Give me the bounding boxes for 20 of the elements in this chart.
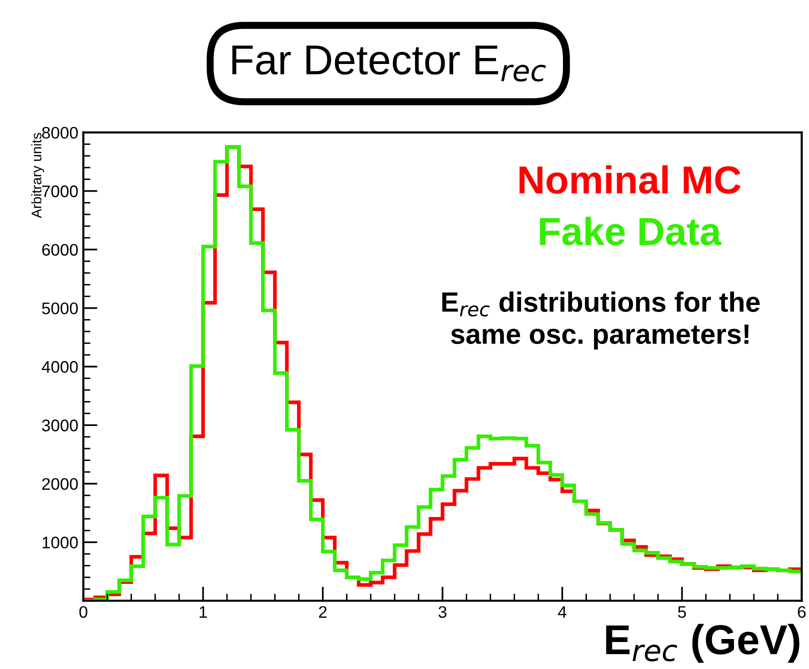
- annotation: E$_{rec}$ distributions for the same osc. parameters!: [442, 292, 760, 350]
- y-tick-label: 3000: [42, 420, 78, 432]
- x-tick-label: 4: [558, 606, 566, 618]
- x-tick-label: 3: [438, 606, 446, 618]
- text: Fake Data: [540, 216, 722, 246]
- x-axis-title: E$_{rec}$ (GeV): [606, 624, 800, 663]
- y-tick-label: 5000: [42, 302, 78, 314]
- y-tick-label: 8000: [42, 126, 78, 139]
- chart-title: Far Detector E$_{rec}$: [232, 46, 546, 82]
- x-tick-label: 5: [678, 606, 686, 618]
- y-tick-label: 2000: [42, 478, 78, 490]
- x-tick-label: 1: [200, 606, 207, 618]
- y-tick-label: 1000: [42, 536, 78, 548]
- text: Nominal MC: [520, 165, 741, 194]
- y-tick-label: 4000: [42, 361, 78, 373]
- x-tick-label: 6: [798, 606, 806, 618]
- y-tick-label: 6000: [42, 244, 78, 256]
- y-tick-label: 7000: [42, 185, 78, 198]
- x-tick-label: 0: [79, 606, 88, 618]
- x-tick-label: 2: [318, 606, 327, 618]
